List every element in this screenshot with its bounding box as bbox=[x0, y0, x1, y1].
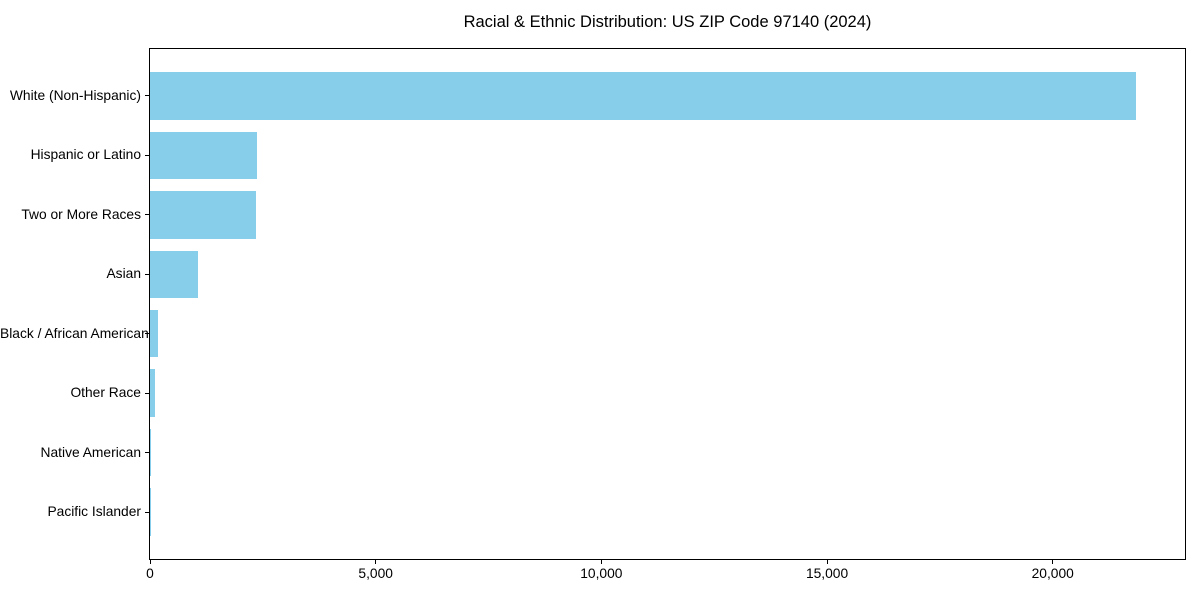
y-tick-mark bbox=[145, 154, 149, 156]
y-tick-label: Asian bbox=[106, 266, 141, 282]
bar-black-african-american bbox=[150, 309, 158, 358]
x-tick-mark bbox=[826, 560, 828, 564]
y-tick-mark bbox=[145, 214, 149, 216]
y-tick-label: Pacific Islander bbox=[47, 504, 141, 520]
plot-area bbox=[149, 48, 1186, 560]
chart-title: Racial & Ethnic Distribution: US ZIP Cod… bbox=[463, 13, 872, 31]
y-tick-mark bbox=[145, 273, 149, 275]
y-tick-label: Two or More Races bbox=[21, 206, 141, 222]
x-tick-label: 10,000 bbox=[580, 566, 623, 581]
x-tick-label: 20,000 bbox=[1031, 566, 1074, 581]
bar-native-american bbox=[150, 428, 152, 477]
bar-other-race bbox=[150, 369, 155, 417]
y-tick-mark bbox=[145, 511, 149, 513]
bar-hispanic-or-latino bbox=[150, 131, 257, 180]
y-tick-label: Hispanic or Latino bbox=[30, 147, 141, 163]
x-tick-mark bbox=[149, 560, 151, 564]
y-tick-mark bbox=[145, 95, 149, 97]
x-tick-label: 15,000 bbox=[805, 566, 849, 581]
y-tick-label: White (Non-Hispanic) bbox=[9, 87, 141, 103]
y-tick-label: Other Race bbox=[70, 385, 141, 401]
y-tick-mark bbox=[145, 333, 149, 335]
y-tick-label: Black / African American bbox=[0, 325, 149, 341]
x-tick-mark bbox=[1052, 560, 1054, 564]
y-tick-mark bbox=[145, 452, 149, 454]
y-tick-label: Native American bbox=[40, 444, 141, 460]
x-tick-label: 0 bbox=[146, 566, 154, 581]
bar-two-or-more-races bbox=[150, 191, 257, 239]
bar-white-non-hispanic bbox=[150, 72, 1136, 120]
x-tick-label: 5,000 bbox=[358, 566, 393, 581]
y-tick-mark bbox=[145, 392, 149, 394]
x-tick-mark bbox=[375, 560, 377, 564]
x-tick-mark bbox=[600, 560, 602, 564]
bar-asian bbox=[150, 250, 198, 299]
